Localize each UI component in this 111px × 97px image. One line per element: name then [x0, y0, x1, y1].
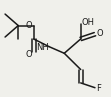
Text: O: O — [25, 21, 32, 30]
Text: O: O — [97, 29, 103, 38]
Text: O: O — [25, 50, 32, 59]
Text: F: F — [97, 84, 101, 93]
Text: OH: OH — [81, 18, 94, 27]
Text: NH: NH — [36, 43, 48, 52]
